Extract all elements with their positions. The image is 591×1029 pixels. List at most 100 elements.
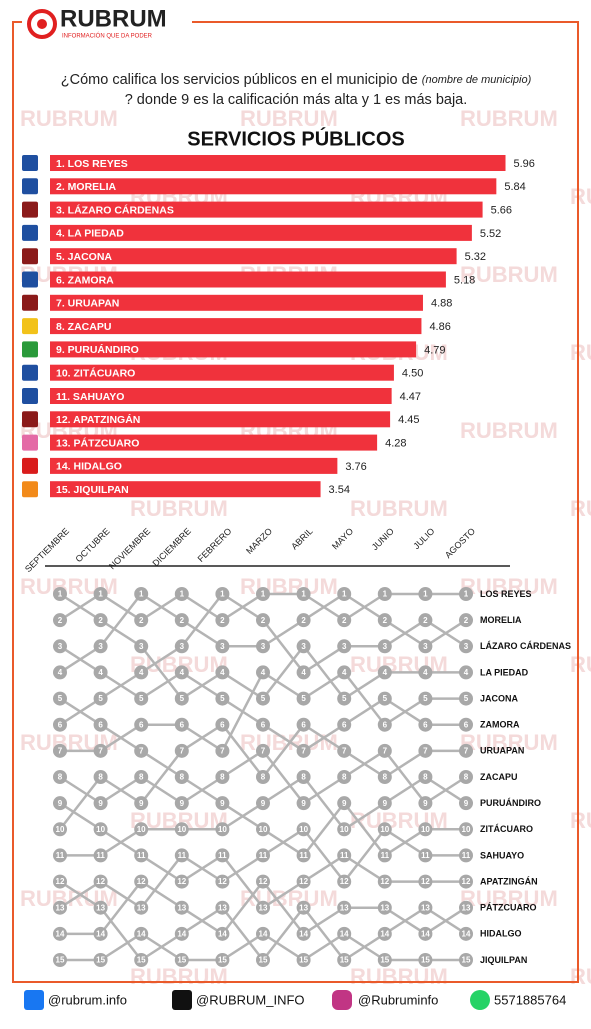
- rank-label: 2: [301, 616, 306, 625]
- series-label: LA PIEDAD: [480, 667, 529, 677]
- rank-circle: [134, 639, 149, 654]
- series-label: PURUÁNDIRO: [480, 798, 541, 808]
- rank-label: 4: [180, 668, 185, 677]
- rank-label: 7: [301, 746, 306, 755]
- rank-circle: [174, 691, 189, 706]
- rank-circle: [337, 874, 352, 889]
- rank-circle: [459, 796, 473, 811]
- rank-circle: [256, 822, 270, 837]
- x-tick-label: FEBRERO: [196, 526, 234, 564]
- party-icon: [22, 481, 38, 498]
- rank-label: 1: [139, 590, 144, 599]
- rank-circle: [256, 874, 270, 889]
- logo-dot: [37, 19, 47, 29]
- rank-circle: [459, 717, 473, 732]
- rank-circle: [256, 796, 270, 811]
- rank-label: 13: [462, 903, 471, 912]
- rank-circle: [296, 822, 311, 837]
- rank-circle: [53, 900, 67, 915]
- rank-label: 13: [340, 903, 349, 912]
- rank-circle: [93, 926, 108, 941]
- rank-circle: [53, 613, 67, 628]
- rank-circle: [53, 848, 67, 863]
- rank-circle: [296, 953, 311, 967]
- series-label: SAHUAYO: [480, 850, 524, 860]
- rank-label: 7: [180, 746, 185, 755]
- bar-label: 13. PÁTZCUARO: [56, 436, 139, 449]
- rank-circle: [134, 874, 149, 889]
- rank-circle: [256, 848, 270, 863]
- rank-circle: [418, 926, 433, 941]
- rank-circle: [418, 953, 433, 967]
- rank-label: 3: [423, 642, 428, 651]
- rank-circle: [134, 770, 149, 784]
- series-label: MORELIA: [480, 615, 522, 625]
- rank-circle: [459, 587, 473, 601]
- rank-circle: [377, 639, 392, 654]
- rank-circle: [53, 639, 67, 654]
- rank-circle: [377, 770, 392, 784]
- rank-label: 8: [464, 773, 469, 782]
- rank-circle: [134, 796, 149, 811]
- rank-circle: [134, 822, 149, 837]
- rank-label: 6: [423, 720, 428, 729]
- rank-label: 4: [464, 668, 469, 677]
- rank-circle: [418, 874, 433, 889]
- rank-circle: [296, 717, 311, 732]
- rank-label: 10: [380, 825, 389, 834]
- party-icon: [22, 271, 38, 288]
- rank-circle: [93, 874, 108, 889]
- rank-label: 6: [180, 720, 185, 729]
- value-label: 5.18: [454, 274, 475, 286]
- rank-circle: [215, 665, 230, 680]
- rank-circle: [256, 900, 270, 915]
- rank-circle: [93, 770, 108, 784]
- rank-label: 12: [137, 877, 146, 886]
- series-label: ZAMORA: [480, 720, 520, 730]
- rank-label: 1: [261, 590, 266, 599]
- bar: [50, 294, 423, 311]
- rank-circle: [174, 848, 189, 863]
- rank-circle: [418, 900, 433, 915]
- rank-circle: [418, 613, 433, 628]
- rank-circle: [296, 691, 311, 706]
- rank-label: 10: [177, 825, 186, 834]
- watermark: RUBRUM: [570, 340, 591, 365]
- rank-circle: [93, 822, 108, 837]
- rank-circle: [256, 639, 270, 654]
- rank-label: 4: [342, 668, 347, 677]
- party-icon: [22, 178, 38, 195]
- bar-label: 11. SAHUAYO: [56, 391, 124, 403]
- value-label: 4.47: [400, 391, 421, 403]
- rank-circle: [377, 743, 392, 758]
- rank-label: 2: [180, 616, 185, 625]
- rank-label: 15: [259, 956, 268, 965]
- rank-circle: [53, 587, 67, 601]
- rank-label: 6: [464, 720, 469, 729]
- rank-circle: [418, 639, 433, 654]
- rank-circle: [174, 639, 189, 654]
- rank-label: 14: [299, 929, 308, 938]
- rank-circle: [418, 691, 433, 706]
- party-icon: [22, 155, 38, 171]
- rank-label: 6: [301, 720, 306, 729]
- rank-label: 3: [383, 642, 388, 651]
- rank-circle: [337, 848, 352, 863]
- rank-label: 2: [58, 616, 63, 625]
- rank-label: 15: [421, 956, 430, 965]
- rank-label: 9: [301, 799, 306, 808]
- rank-circle: [296, 770, 311, 784]
- rank-circle: [337, 770, 352, 784]
- rank-circle: [134, 953, 149, 967]
- rank-circle: [256, 665, 270, 680]
- rank-circle: [53, 717, 67, 732]
- rank-label: 1: [301, 590, 306, 599]
- rank-circle: [134, 613, 149, 628]
- rank-label: 9: [464, 799, 469, 808]
- rank-circle: [53, 953, 67, 967]
- rank-label: 4: [139, 668, 144, 677]
- rank-label: 8: [139, 773, 144, 782]
- rank-circle: [459, 770, 473, 784]
- value-label: 3.54: [329, 484, 350, 496]
